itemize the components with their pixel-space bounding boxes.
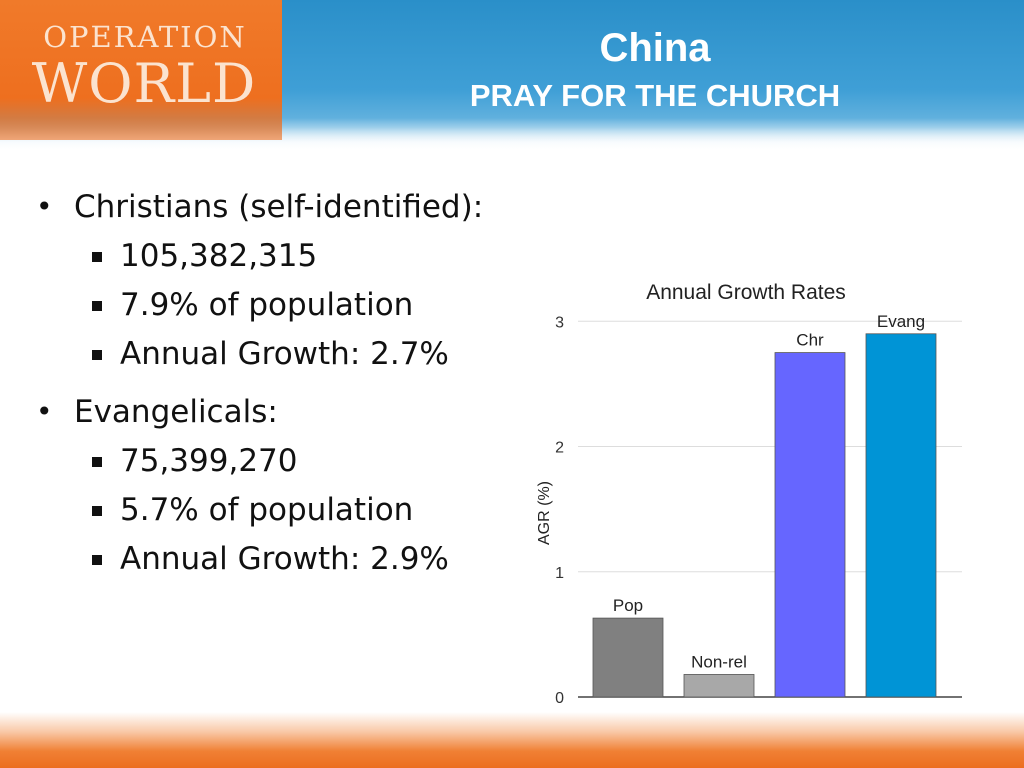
bar-category-label: Evang <box>877 312 925 331</box>
square-bullet-icon <box>92 252 102 262</box>
bar-category-label: Non-rel <box>691 652 747 671</box>
bar-non-rel <box>683 674 755 698</box>
sub-bullet: 75,399,270 <box>36 438 556 484</box>
chart-title: Annual Growth Rates <box>646 281 846 304</box>
bullet-list: • Christians (self-identified): 105,382,… <box>36 178 556 582</box>
sub-bullet: 105,382,315 <box>36 233 556 279</box>
bullet-label: Evangelicals: <box>74 394 278 430</box>
y-tick-label: 2 <box>555 440 564 457</box>
sub-bullet: Annual Growth: 2.9% <box>36 536 556 582</box>
bullet-dot-icon: • <box>36 190 53 223</box>
bar-pop <box>592 617 664 698</box>
logo-line-operation: OPERATION <box>43 20 247 54</box>
operation-world-logo: OPERATION WORLD <box>0 0 282 140</box>
bullet-dot-icon: • <box>36 395 53 428</box>
sub-bullet-text: 105,382,315 <box>120 238 318 274</box>
bar-category-label: Chr <box>796 331 824 350</box>
bar-category-label: Pop <box>613 596 643 615</box>
sub-bullet: 7.9% of population <box>36 282 556 328</box>
bar-chr <box>774 352 846 698</box>
sub-bullet: 5.7% of population <box>36 487 556 533</box>
square-bullet-icon <box>92 555 102 565</box>
square-bullet-icon <box>92 506 102 516</box>
bar-evang <box>865 333 937 698</box>
sub-bullet: Annual Growth: 2.7% <box>36 331 556 377</box>
footer-banner <box>0 712 1024 768</box>
sub-bullet-text: 75,399,270 <box>120 443 298 479</box>
slide-subtitle: PRAY FOR THE CHURCH <box>469 78 841 113</box>
bullet-label: Christians (self-identified): <box>74 189 484 225</box>
sub-bullet-text: 5.7% of population <box>120 492 414 528</box>
square-bullet-icon <box>92 301 102 311</box>
sub-bullet-text: Annual Growth: 2.9% <box>120 541 449 577</box>
chart-bars: Pop Non-rel Chr Evang <box>592 312 937 698</box>
sub-bullet-text: 7.9% of population <box>120 287 414 323</box>
annual-growth-chart: Annual Growth Rates AGR (%) 0 1 2 3 Pop Non-… <box>536 281 962 707</box>
y-tick-label: 0 <box>555 690 564 707</box>
y-tick-label: 3 <box>555 314 564 331</box>
sub-bullet-text: Annual Growth: 2.7% <box>120 336 449 372</box>
logo-line-world: WORLD <box>31 52 257 115</box>
slide-title: China <box>599 26 711 70</box>
bullet-evangelicals: • Evangelicals: <box>36 389 556 435</box>
bullet-christians: • Christians (self-identified): <box>36 184 556 230</box>
square-bullet-icon <box>92 350 102 360</box>
chart-y-axis-label: AGR (%) <box>536 481 553 545</box>
y-tick-label: 1 <box>555 565 564 582</box>
square-bullet-icon <box>92 457 102 467</box>
